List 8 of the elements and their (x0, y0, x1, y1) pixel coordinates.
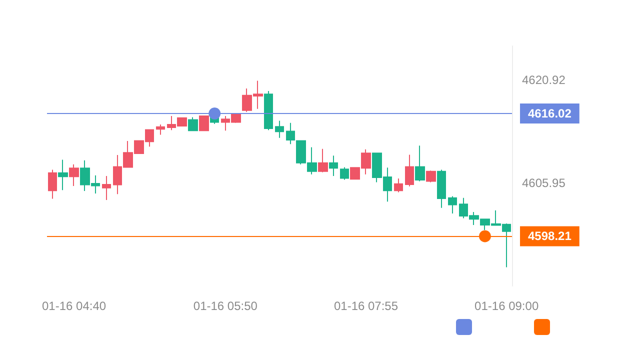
x-tick-label: 01-16 04:40 (42, 299, 106, 313)
x-tick-label: 01-16 05:50 (193, 299, 258, 313)
x-tick-label: 01-16 09:00 (474, 299, 539, 313)
y-tick-label: 4620.92 (522, 72, 566, 87)
y-tick-label: 4605.95 (522, 176, 566, 190)
ref-line-label: 4598.21 (528, 229, 572, 244)
ref-line-label: 4616.02 (528, 106, 572, 121)
x-tick-label: 01-16 07:55 (334, 299, 398, 313)
